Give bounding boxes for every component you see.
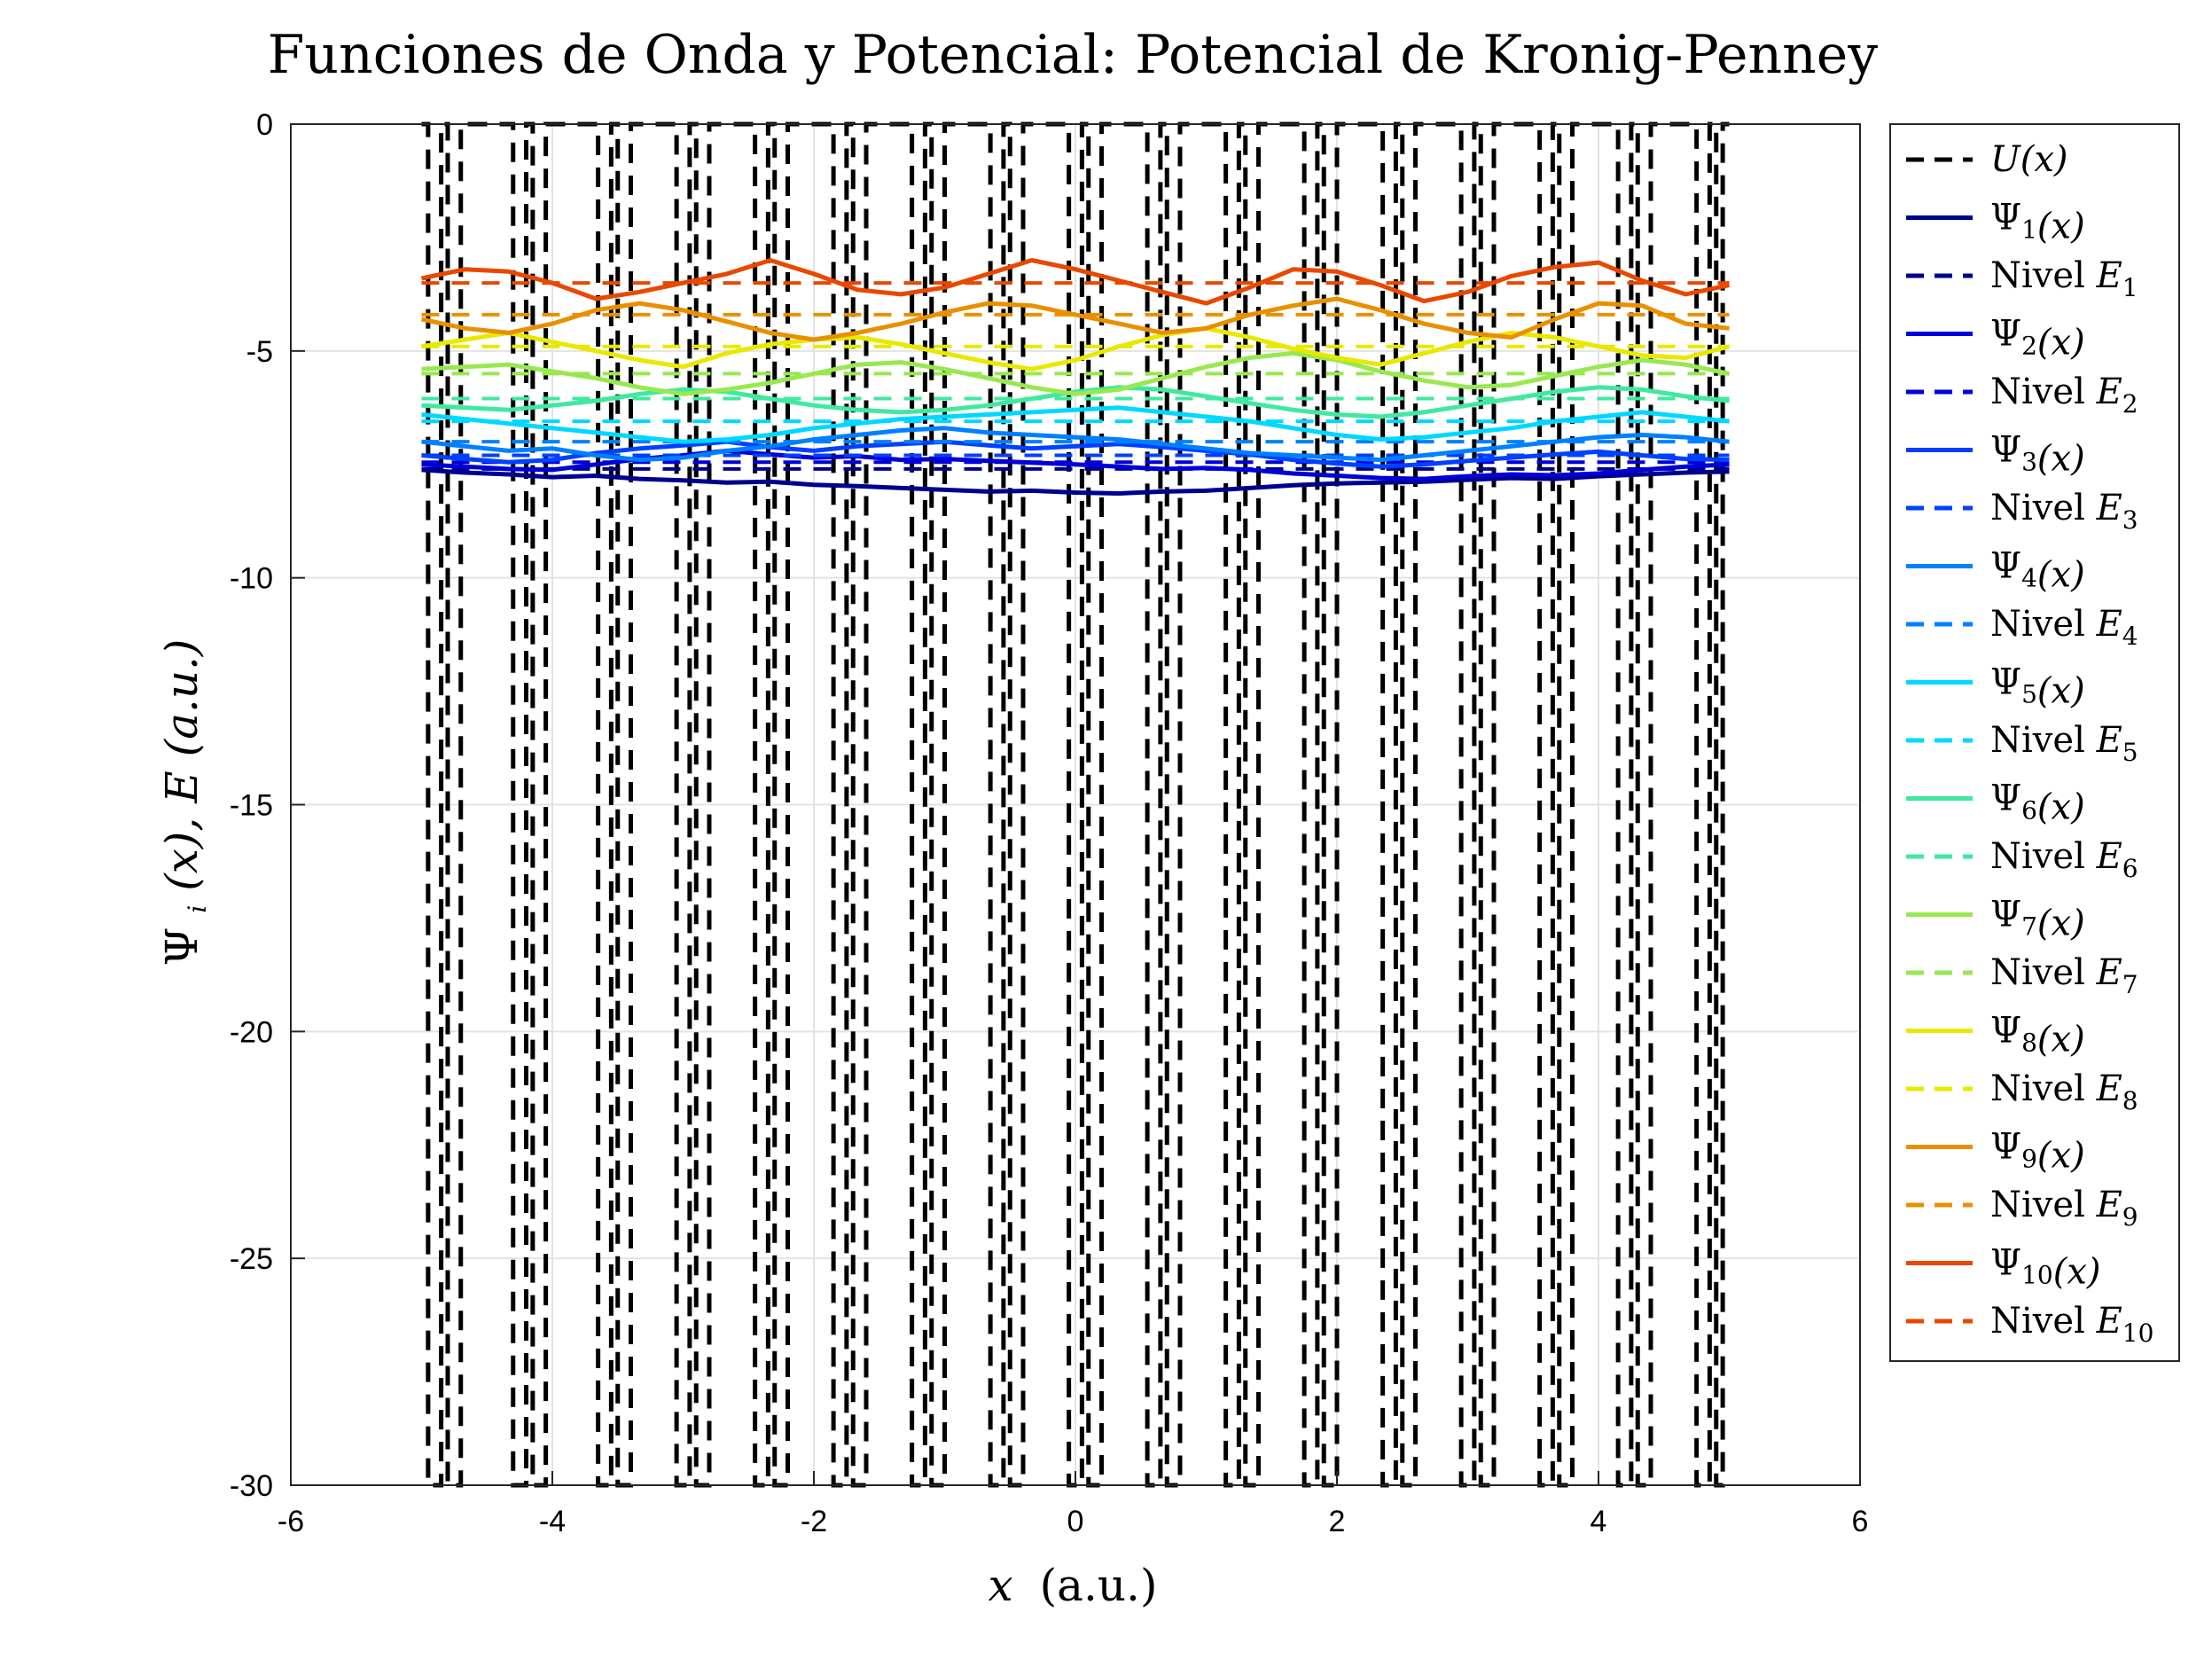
legend-label: U(x)	[1990, 139, 2068, 180]
legend-label: Ψ5(x)	[1990, 662, 2085, 712]
legend-label: Nivel E7	[1990, 952, 2138, 999]
x-axis-label: x (a.u.)	[989, 1560, 1158, 1611]
x-axis-unit: (a.u.)	[1040, 1560, 1158, 1611]
legend-label: Nivel E8	[1990, 1068, 2138, 1115]
legend-label: Ψ3(x)	[1990, 430, 2085, 480]
wavefunction-line	[421, 439, 1730, 469]
legend: U(x) Ψ1(x) Nivel E1 Ψ2(x) Nivel E2 Ψ3(x) Nivel…	[1889, 123, 2180, 1362]
legend-label: Ψ2(x)	[1990, 314, 2085, 364]
legend-label: Ψ7(x)	[1990, 895, 2085, 944]
y-axis-rest: (x), E (a.u.)	[156, 639, 207, 891]
legend-label: Nivel E6	[1990, 836, 2138, 883]
legend-label: Ψ10(x)	[1990, 1243, 2101, 1293]
legend-label: Ψ4(x)	[1990, 546, 2085, 596]
x-axis-var: x	[989, 1560, 1013, 1611]
x-tick-label: -4	[539, 1505, 566, 1538]
legend-label: Nivel E10	[1990, 1301, 2153, 1348]
y-tick-label: -25	[230, 1242, 273, 1276]
x-tick-label: 0	[1067, 1505, 1084, 1538]
wavefunction-line	[421, 350, 1731, 396]
x-tick-label: -2	[801, 1505, 827, 1538]
legend-label: Ψ6(x)	[1990, 779, 2085, 828]
x-tick-label: 6	[1852, 1505, 1869, 1538]
wavefunction-line	[420, 296, 1730, 342]
wavefunction-line	[421, 467, 1730, 496]
y-tick-label: -20	[230, 1015, 273, 1049]
wavefunction-line	[420, 258, 1731, 306]
x-tick-label: -6	[277, 1505, 304, 1538]
y-tick-label: -10	[230, 562, 273, 596]
chart-title: Funciones de Onda y Potencial: Potencial…	[268, 24, 1879, 86]
y-tick-label: -15	[230, 789, 273, 823]
wavefunction-line	[421, 405, 1730, 444]
x-tick-label: 4	[1591, 1505, 1607, 1538]
legend-label: Nivel E9	[1990, 1185, 2138, 1232]
y-axis-label: Ψ i (x), E (a.u.)	[156, 639, 216, 966]
y-tick-label: -5	[246, 335, 273, 369]
legend-label: Ψ8(x)	[1990, 1011, 2085, 1060]
legend-label: Nivel E3	[1990, 488, 2138, 535]
legend-label: Nivel E5	[1990, 720, 2138, 767]
plot-area	[420, 121, 1731, 1488]
legend-label: Nivel E1	[1990, 255, 2138, 302]
y-tick-label: -30	[230, 1469, 273, 1503]
y-axis-main: Ψ	[156, 927, 207, 966]
y-tick-label: 0	[256, 108, 273, 142]
wavefunction-line	[421, 426, 1730, 463]
legend-label: Nivel E4	[1990, 604, 2138, 651]
y-axis-sub: i	[183, 905, 212, 913]
wavefunction-line	[421, 325, 1731, 372]
legend-label: Nivel E2	[1990, 372, 2138, 419]
legend-label: Ψ1(x)	[1990, 198, 2085, 247]
legend-label: Ψ9(x)	[1990, 1127, 2085, 1177]
x-tick-label: 2	[1329, 1505, 1346, 1538]
axis-ticks: -6 -4 -2 0 2 4 60-5-10-15-20-25-30	[230, 108, 1869, 1538]
